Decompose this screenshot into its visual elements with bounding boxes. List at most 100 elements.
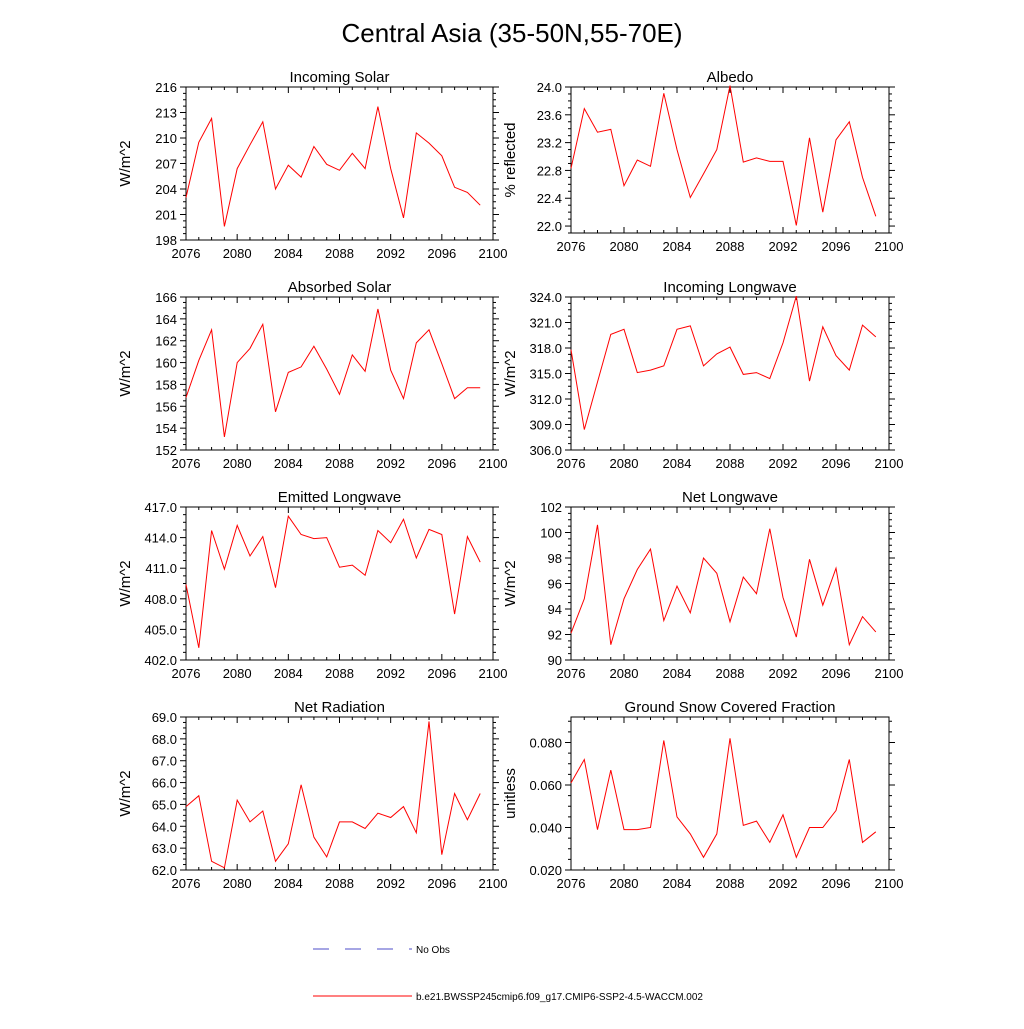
x-tick-label: 2076 (172, 876, 201, 891)
x-tick-label: 2096 (822, 239, 851, 254)
x-tick-label: 2100 (875, 876, 904, 891)
y-tick-label: 64.0 (152, 819, 177, 834)
x-tick-label: 2096 (822, 666, 851, 681)
plot-frame (185, 506, 494, 661)
x-tick-label: 2096 (427, 666, 456, 681)
y-tick-label: 23.2 (537, 136, 562, 151)
x-tick-label: 2076 (557, 456, 586, 471)
x-tick-label: 2088 (716, 239, 745, 254)
x-tick-label: 2088 (325, 456, 354, 471)
panel-4: Incoming Longwave W/m^2 2076 2080 2084 2088 20… (502, 279, 903, 471)
y-tick-label: 306.0 (529, 443, 562, 458)
x-tick-label: 2084 (663, 666, 692, 681)
series-line (570, 738, 877, 859)
x-tick-label: 2084 (663, 239, 692, 254)
panel-8: Ground Snow Covered Fraction unitless 2076… (502, 699, 903, 891)
y-tick-label: 22.0 (537, 219, 562, 234)
plot-frame (570, 86, 890, 234)
y-tick-label: 68.0 (152, 732, 177, 747)
y-tick-label: 100 (540, 526, 562, 541)
y-tick-label: 414.0 (144, 531, 177, 546)
x-tick-label: 2084 (274, 246, 303, 261)
x-tick-label: 2100 (479, 666, 508, 681)
x-tick-label: 2080 (610, 666, 639, 681)
y-axis-label: W/m^2 (117, 140, 134, 186)
y-tick-label: 318.0 (529, 341, 562, 356)
x-tick-label: 2084 (274, 666, 303, 681)
y-axis-label: W/m^2 (117, 770, 134, 816)
y-tick-label: 62.0 (152, 863, 177, 878)
x-tick-label: 2096 (822, 876, 851, 891)
x-tick-label: 2080 (610, 239, 639, 254)
y-tick-label: 162 (155, 334, 177, 349)
y-tick-label: 417.0 (144, 500, 177, 515)
y-tick-label: 63.0 (152, 841, 177, 856)
y-tick-label: 22.4 (537, 191, 562, 206)
x-tick-label: 2080 (610, 456, 639, 471)
x-tick-label: 2084 (274, 456, 303, 471)
panel-title: Albedo (707, 69, 754, 86)
panel-2: Albedo % reflected 2076 2080 2084 2088 2092 209… (502, 69, 903, 254)
y-tick-label: 156 (155, 399, 177, 414)
y-tick-label: 166 (155, 290, 177, 305)
y-tick-label: 207 (155, 157, 177, 172)
x-tick-label: 2092 (769, 666, 798, 681)
y-tick-label: 90 (548, 653, 562, 668)
y-axis-label: % reflected (502, 122, 519, 197)
y-tick-label: 65.0 (152, 797, 177, 812)
panel-title: Emitted Longwave (278, 489, 401, 506)
panel-1: Incoming Solar W/m^2 2076 2080 2084 2088 2092 2… (117, 69, 507, 261)
series-line (570, 85, 877, 226)
y-tick-label: 408.0 (144, 592, 177, 607)
y-tick-label: 23.6 (537, 108, 562, 123)
panel-title: Incoming Longwave (663, 279, 796, 296)
series-line (185, 308, 481, 437)
series-line (185, 106, 481, 227)
x-tick-label: 2076 (172, 246, 201, 261)
panel-title: Net Radiation (294, 699, 385, 716)
panel-5: Emitted Longwave W/m^2 2076 2080 2084 2088 209… (117, 489, 507, 681)
y-tick-label: 309.0 (529, 418, 562, 433)
x-tick-label: 2092 (769, 456, 798, 471)
y-tick-label: 321.0 (529, 316, 562, 331)
x-tick-label: 2076 (557, 239, 586, 254)
y-tick-label: 0.040 (529, 821, 562, 836)
x-tick-label: 2096 (427, 456, 456, 471)
plot-frame (185, 296, 494, 451)
series-line (185, 514, 481, 648)
panel-title: Ground Snow Covered Fraction (625, 699, 836, 716)
figure-title: Central Asia (35-50N,55-70E) (341, 18, 682, 48)
y-tick-label: 198 (155, 233, 177, 248)
panel-title: Net Longwave (682, 489, 778, 506)
legend-label-no-obs: No Obs (416, 945, 450, 956)
x-tick-label: 2100 (875, 456, 904, 471)
y-tick-label: 24.0 (537, 80, 562, 95)
x-tick-label: 2076 (557, 876, 586, 891)
x-tick-label: 2088 (716, 666, 745, 681)
y-tick-label: 405.0 (144, 622, 177, 637)
series-line (570, 524, 877, 647)
y-tick-label: 216 (155, 80, 177, 95)
y-tick-label: 98 (548, 551, 562, 566)
y-tick-label: 210 (155, 131, 177, 146)
plot-frame (185, 86, 494, 241)
y-tick-label: 315.0 (529, 367, 562, 382)
x-tick-label: 2092 (376, 876, 405, 891)
panel-title: Incoming Solar (289, 69, 389, 86)
x-tick-label: 2088 (716, 456, 745, 471)
y-tick-label: 92 (548, 628, 562, 643)
x-tick-label: 2080 (223, 876, 252, 891)
plot-frame (570, 506, 890, 661)
x-tick-label: 2100 (875, 666, 904, 681)
y-tick-label: 154 (155, 421, 177, 436)
x-tick-label: 2076 (172, 666, 201, 681)
x-tick-label: 2100 (479, 456, 508, 471)
x-tick-label: 2076 (557, 666, 586, 681)
y-tick-label: 411.0 (145, 561, 177, 576)
y-tick-label: 67.0 (152, 754, 177, 769)
y-tick-label: 402.0 (144, 653, 177, 668)
y-tick-label: 158 (155, 377, 177, 392)
panel-7: Net Radiation W/m^2 2076 2080 2084 2088 2092 20… (117, 699, 507, 891)
legend-label-model: b.e21.BWSSP245cmip6.f09_g17.CMIP6-SSP2-4… (416, 992, 703, 1003)
